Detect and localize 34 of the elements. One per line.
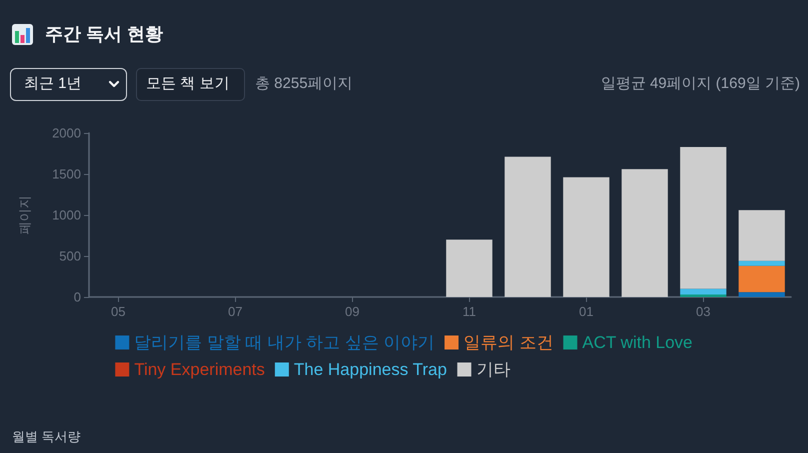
bar — [680, 288, 726, 295]
y-tick-label: 2000 — [52, 126, 81, 140]
text: 일평균 49페이지 (169일 기준) — [600, 74, 800, 94]
y-tick-label: 1000 — [52, 208, 81, 222]
x-tick-label: 09 — [345, 304, 360, 319]
bar — [738, 292, 785, 297]
bar — [738, 266, 785, 292]
legend-label: ACT with Love — [582, 333, 692, 352]
text: 모든 책 보기 — [146, 74, 230, 94]
bar — [738, 260, 785, 266]
x-tick-label: 03 — [696, 304, 710, 319]
bar — [563, 177, 610, 297]
y-tick-label: 500 — [59, 248, 81, 264]
text: 월별 독서량 — [12, 428, 81, 446]
legend-label: 기타 — [476, 360, 510, 379]
bar — [738, 210, 785, 261]
text: 총 8255페이지 — [255, 74, 353, 94]
bar — [622, 169, 668, 297]
bar — [504, 156, 551, 297]
legend-label: Tiny Experiments — [134, 360, 265, 379]
y-axis-title: 페이지 — [17, 196, 32, 234]
bar — [680, 146, 726, 289]
text: 최근 1년 — [24, 74, 82, 94]
y-tick-label: 1500 — [52, 166, 81, 182]
y-tick-label: 0 — [74, 290, 81, 304]
legend-label: 일류의 조건 — [464, 333, 554, 352]
legend-label: 달리기를 말할 때 내가 하고 싶은 이야기 — [134, 333, 435, 352]
bar — [446, 240, 492, 297]
x-tick-label: 11 — [462, 304, 476, 319]
chart-title: 주간 독서 현황 — [45, 23, 164, 46]
x-tick-label: 05 — [111, 304, 126, 319]
x-tick-label: 07 — [228, 304, 242, 319]
legend-label: The Happiness Trap — [294, 360, 447, 379]
x-tick-label: 01 — [579, 304, 594, 319]
